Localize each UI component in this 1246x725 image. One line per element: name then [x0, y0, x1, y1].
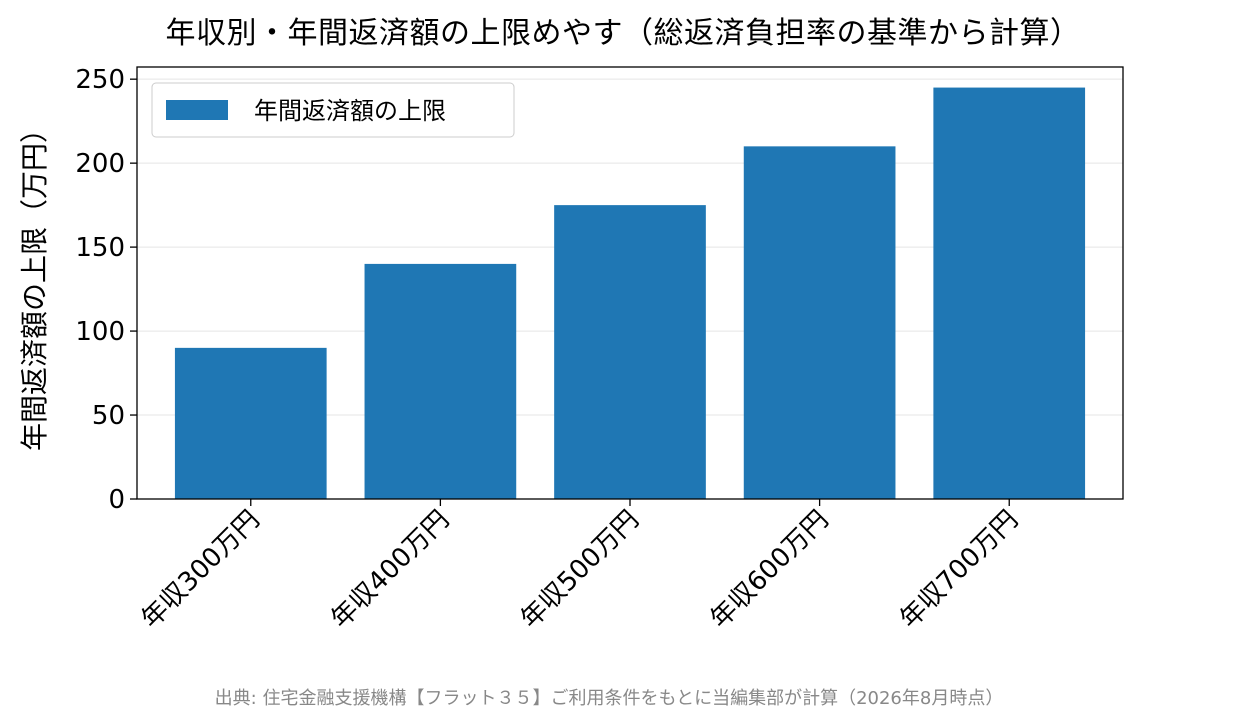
y-tick-label: 100 — [75, 317, 125, 347]
bar — [174, 347, 327, 499]
legend-box — [151, 82, 515, 138]
y-tick-label: 150 — [75, 233, 125, 263]
chart-title: 年収別・年間返済額の上限めやす（総返済負担率の基準から計算） — [165, 16, 1081, 51]
x-tick-label: 年収600万円 — [705, 505, 835, 635]
legend-swatch — [166, 100, 228, 120]
y-axis-ticks: 0 50 100 150 200 250 — [75, 65, 137, 515]
bars — [174, 87, 1086, 500]
bar — [933, 87, 1086, 500]
y-tick-label: 200 — [75, 149, 125, 179]
y-axis-label: 年間返済額の上限（万円） — [18, 115, 51, 451]
x-tick-label: 年収700万円 — [894, 505, 1024, 635]
source-note: 出典: 住宅金融支援機構【フラット３５】ご利用条件をもとに当編集部が計算（202… — [214, 688, 1004, 709]
bar — [743, 146, 896, 500]
x-tick-label: 年収300万円 — [136, 505, 266, 635]
x-tick-label: 年収400万円 — [325, 505, 455, 635]
bar — [364, 263, 517, 499]
x-axis-ticks: 年収300万円 年収400万円 年収500万円 年収600万円 年収700万円 — [136, 499, 1024, 635]
x-tick-label: 年収500万円 — [515, 505, 645, 635]
y-tick-label: 250 — [75, 65, 125, 95]
legend-label: 年間返済額の上限 — [254, 97, 446, 125]
y-tick-label: 0 — [108, 485, 125, 515]
bar — [554, 205, 706, 500]
legend: 年間返済額の上限 — [151, 82, 515, 138]
y-tick-label: 50 — [92, 401, 125, 431]
